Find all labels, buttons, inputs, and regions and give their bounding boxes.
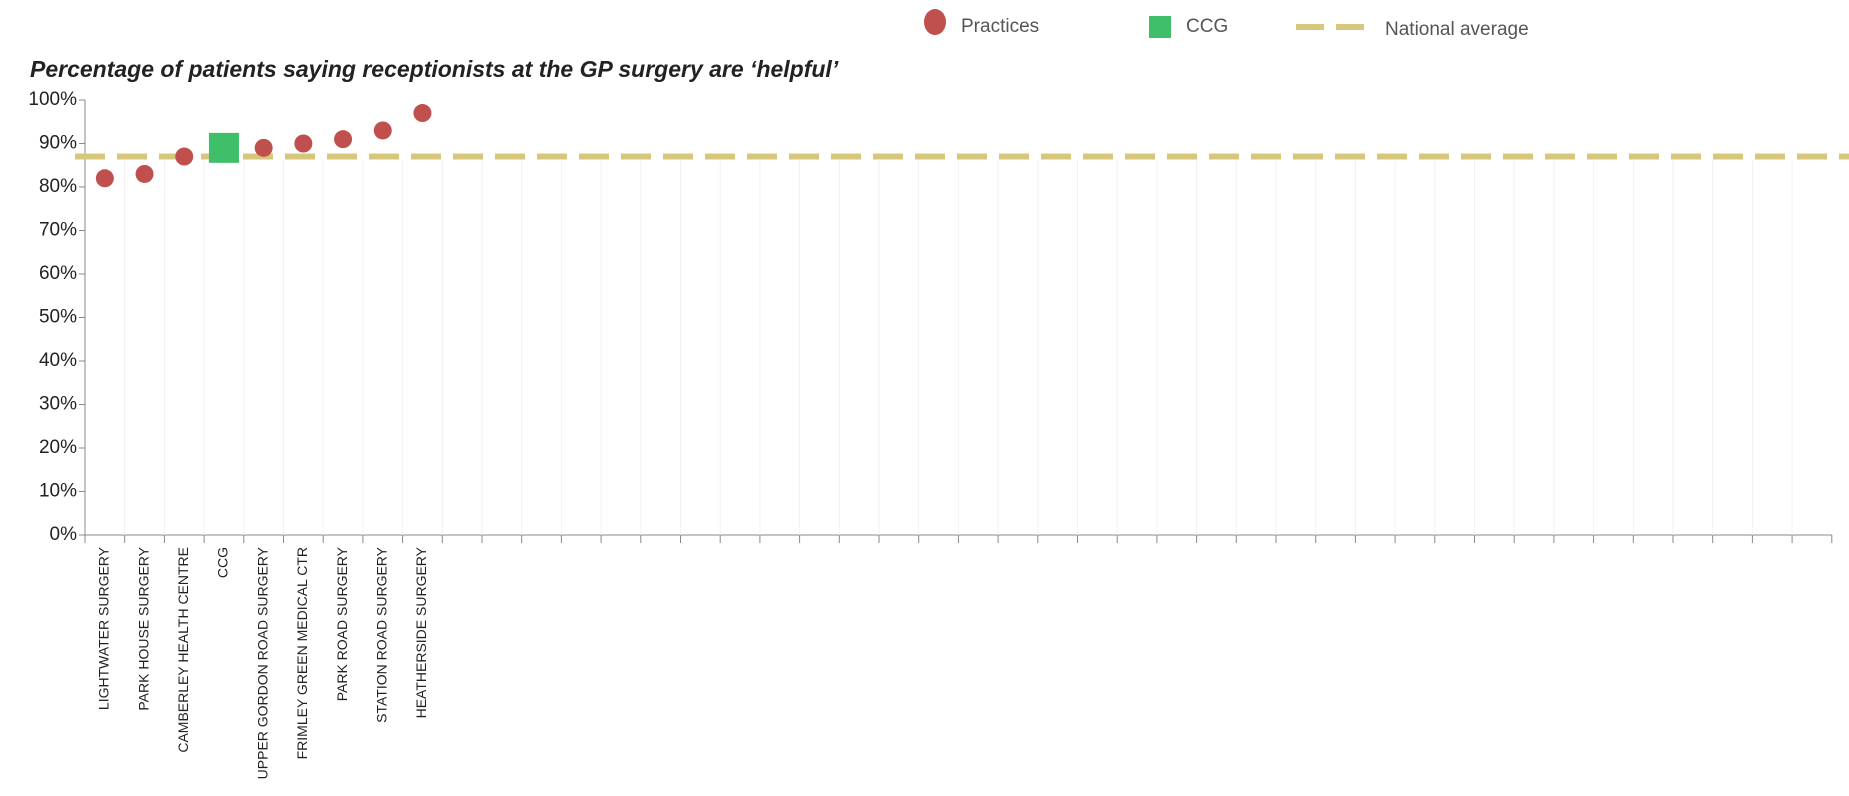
y-tick-label: 100% [28, 89, 77, 110]
practice-marker [135, 164, 154, 183]
practice-marker [95, 169, 114, 188]
legend-swatch [924, 9, 946, 35]
practice-marker [373, 121, 392, 140]
legend-label: Practices [961, 16, 1039, 37]
chart-title: Percentage of patients saying receptioni… [30, 56, 839, 82]
y-tick-label: 0% [50, 524, 78, 545]
x-tick-label: LIGHTWATER SURGERY [96, 546, 112, 710]
practice-marker [413, 104, 432, 123]
y-tick-label: 20% [39, 437, 77, 458]
practice-marker [334, 130, 353, 149]
y-tick-label: 60% [39, 263, 77, 284]
legend-label: CCG [1186, 16, 1228, 37]
practice-marker [175, 147, 194, 166]
y-tick-label: 10% [39, 481, 77, 502]
x-tick-label: STATION ROAD SURGERY [373, 546, 389, 722]
x-tick-label: HEATHERSIDE SURGERY [413, 546, 429, 718]
y-tick-label: 40% [39, 350, 77, 371]
y-tick-label: 50% [39, 307, 77, 328]
practice-marker [294, 134, 313, 153]
ccg-marker [208, 132, 239, 163]
legend-swatch [1149, 16, 1171, 38]
x-tick-label: PARK HOUSE SURGERY [135, 546, 151, 710]
practice-marker [254, 138, 273, 157]
y-tick-label: 70% [39, 220, 77, 241]
y-tick-label: 90% [39, 133, 77, 154]
y-tick-label: 30% [39, 394, 77, 415]
x-tick-label: FRIMLEY GREEN MEDICAL CTR [294, 547, 310, 759]
legend-label: National average [1385, 19, 1529, 40]
x-tick-label: UPPER GORDON ROAD SURGERY [254, 546, 270, 779]
x-tick-label: CAMBERLEY HEALTH CENTRE [175, 547, 191, 753]
y-tick-label: 80% [39, 176, 77, 197]
x-tick-label: CCG [215, 547, 231, 578]
x-tick-label: PARK ROAD SURGERY [334, 546, 350, 701]
